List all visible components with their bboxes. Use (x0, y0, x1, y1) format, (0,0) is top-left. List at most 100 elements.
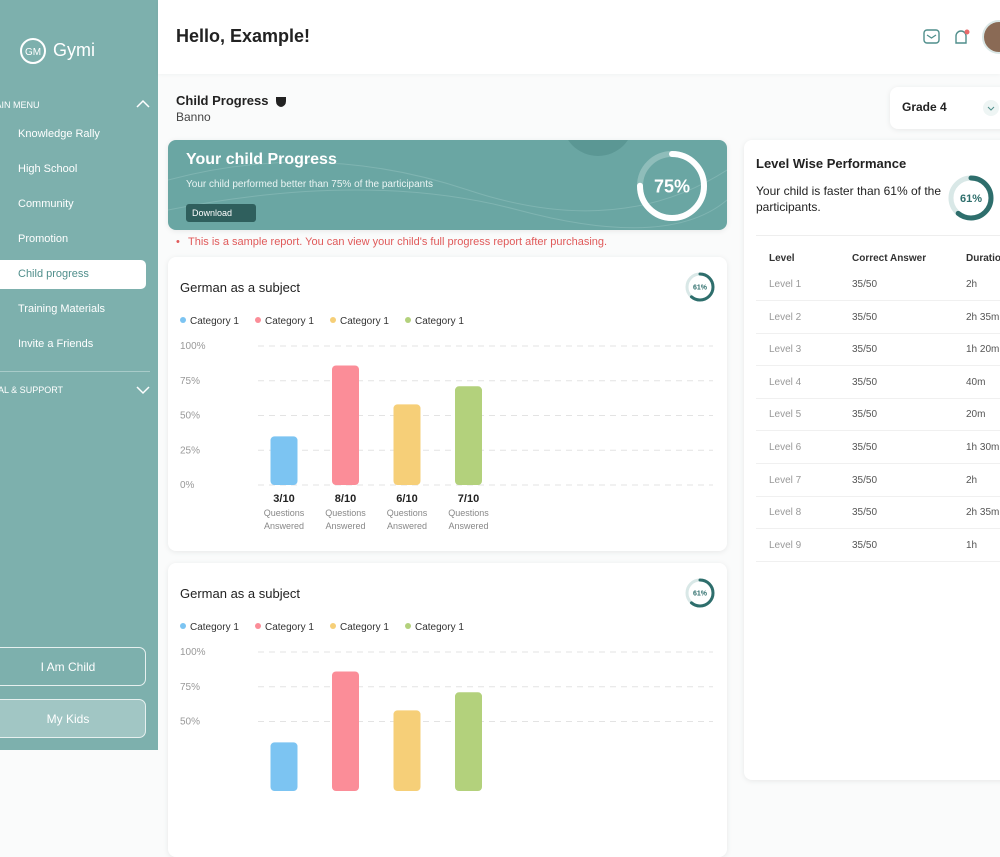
shield-icon (276, 97, 286, 107)
table-cell: Level 4 (769, 376, 802, 388)
table-cell: 35/50 (852, 376, 878, 388)
legend-label: Category 1 (265, 316, 314, 327)
bar (270, 436, 298, 485)
row-divider (756, 463, 1000, 464)
legend-label: Category 1 (340, 622, 389, 633)
menu-item[interactable]: Invite a Friends (18, 338, 94, 350)
legend-label: Category 1 (190, 316, 239, 327)
bar (455, 692, 482, 791)
answered-label: 8/10 (335, 493, 356, 505)
legend-label: Category 1 (265, 622, 314, 633)
menu-item-active[interactable]: Child progress (0, 260, 146, 289)
badge: 61% (685, 578, 715, 608)
badge: 61% (685, 272, 715, 302)
table-cell: Level 9 (769, 539, 802, 551)
y-tick-label: 25% (180, 445, 200, 456)
chevron[interactable] (136, 99, 150, 109)
y-tick-label: 100% (180, 647, 206, 658)
donut-arc (637, 151, 707, 221)
table-cell: Level 5 (769, 409, 802, 421)
svg-text:GM: GM (25, 47, 41, 58)
sidebar: GM Gymi MAIN MENU Knowledge Rally High S… (0, 0, 158, 750)
divider (0, 371, 150, 372)
chart: German as a subject 61% Category 1 Category… (180, 272, 715, 531)
table-cell: Level 8 (769, 507, 802, 519)
menu-item[interactable]: Training Materials (18, 303, 106, 315)
row-divider (756, 300, 1000, 301)
banner: Your child Progress Your child performed… (168, 140, 727, 230)
donut-label: 75% (654, 176, 690, 196)
answered-label: 3/10 (273, 493, 294, 505)
table-cell: 1h 30m (966, 442, 1000, 453)
row-divider (756, 430, 1000, 432)
banner-text: Your child performed better than 75% of … (186, 179, 434, 190)
divider (756, 235, 1000, 236)
legend-dot (330, 623, 336, 629)
logo-icon: GM (20, 38, 46, 64)
y-tick-label: 75% (180, 376, 200, 387)
chart-title: German as a subject (180, 280, 300, 295)
bar-caption: Questions (264, 508, 305, 518)
table-cell: Level 3 (769, 344, 802, 356)
performance-title: Level Wise Performance (756, 156, 907, 171)
y-tick-label: 100% (180, 341, 206, 352)
bar (455, 386, 482, 485)
performance-card: Level Wise Performance Your child is fas… (744, 140, 1000, 780)
legend-dot (405, 623, 411, 629)
bar (332, 671, 359, 791)
legend-label: Category 1 (340, 316, 389, 327)
table-cell: Level 2 (769, 311, 802, 323)
bar-caption: Questions (448, 508, 489, 518)
legend-dot (405, 317, 411, 323)
table-cell: 35/50 (852, 442, 878, 453)
header-icons[interactable] (922, 28, 982, 48)
table-cell: 1h 20m (966, 344, 1000, 356)
legend-dot (180, 317, 186, 323)
page: GM Gymi MAIN MENU Knowledge Rally High S… (0, 0, 1000, 791)
row-divider (756, 560, 1000, 562)
table-cell: Level 6 (769, 442, 802, 453)
table-cell: 1h (966, 539, 978, 551)
grade-select[interactable]: Grade 4 (890, 87, 1000, 129)
menu-item[interactable]: Community (18, 198, 74, 210)
bar (332, 365, 359, 485)
table-cell: 2h (966, 279, 978, 290)
answered-label: 7/10 (458, 493, 479, 505)
y-tick-label: 50% (180, 717, 200, 728)
button[interactable]: I Am Child (0, 647, 146, 686)
performance-text: Your child is faster than 61% of the par… (756, 184, 942, 214)
bar (393, 710, 421, 791)
menu-item[interactable]: High School (18, 163, 78, 175)
chevron[interactable] (136, 385, 150, 395)
table-cell: 2h 35m (966, 311, 1000, 323)
download-button[interactable]: Download (186, 204, 256, 222)
chart-card: German as a subject 61% Category 1 Category… (168, 563, 727, 857)
y-tick-label: 50% (180, 411, 200, 422)
bar-caption: Questions (325, 508, 366, 518)
table-header: Correct Answer (852, 253, 927, 264)
legend-dot (330, 317, 336, 323)
button[interactable]: My Kids (0, 699, 146, 738)
score-donut: 61% (948, 175, 994, 221)
chart-title: German as a subject (180, 586, 300, 601)
menu-item[interactable]: Knowledge Rally (18, 128, 100, 140)
bar (393, 404, 421, 485)
grade-label: Grade 4 (902, 100, 947, 114)
header (158, 0, 1000, 74)
legend-label: Category 1 (415, 622, 464, 633)
profile-name: Banno (176, 110, 211, 124)
note-bullet: • (176, 236, 180, 248)
legend-label: Category 1 (190, 622, 239, 633)
table-cell: 35/50 (852, 474, 878, 486)
bar-caption: Answered (325, 521, 365, 531)
chart: German as a subject 61% Category 1 Category… (180, 578, 715, 791)
chart-card: German as a subject 61% Category 1 Category… (168, 257, 727, 551)
table-cell: 35/50 (852, 311, 878, 323)
table-cell: 35/50 (852, 507, 878, 519)
bar-caption: Answered (448, 521, 488, 531)
menu-item[interactable]: Promotion (18, 233, 69, 245)
row-divider (756, 365, 1000, 367)
y-tick-label: 0% (180, 480, 195, 491)
table-cell: 20m (966, 409, 986, 421)
table-cell: Level 1 (769, 279, 802, 290)
